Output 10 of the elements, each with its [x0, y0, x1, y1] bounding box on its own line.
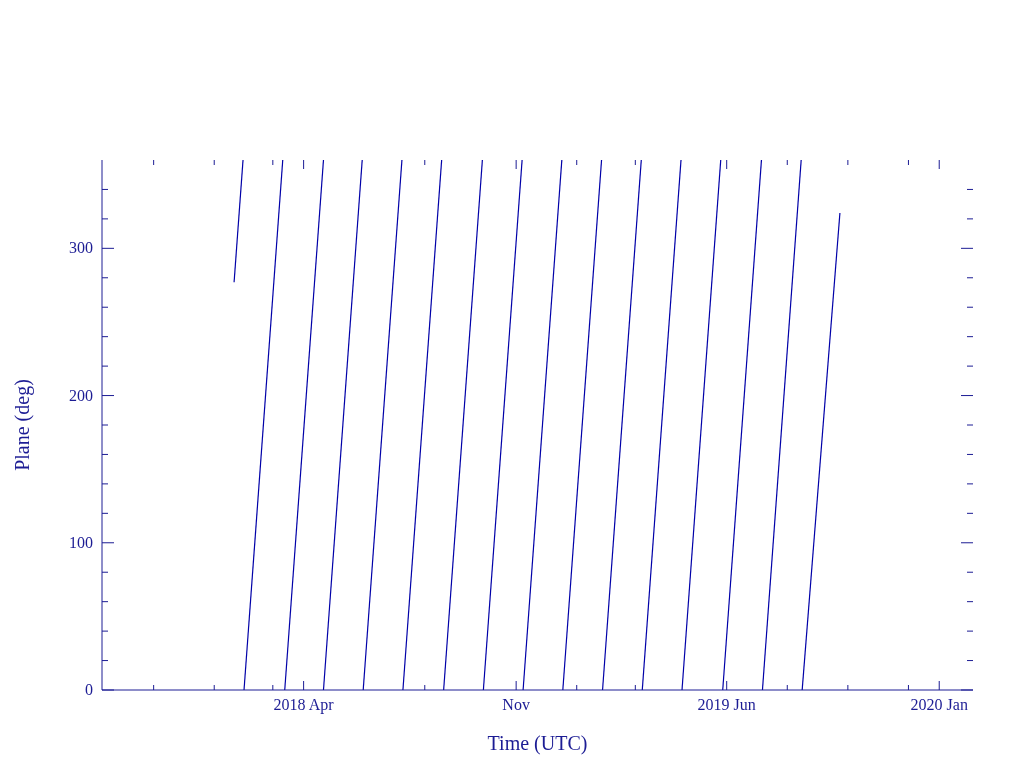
x-tick-label: 2019 Jun	[697, 696, 756, 713]
y-tick-label: 300	[69, 239, 93, 257]
y-axis-title: Plane (deg)	[11, 379, 34, 471]
y-tick-label: 100	[69, 533, 93, 551]
y-tick-label: 0	[85, 681, 93, 698]
x-tick-label: Nov	[502, 696, 530, 713]
y-tick-label: 200	[69, 386, 93, 404]
x-tick-label: 2020 Jan	[910, 696, 968, 713]
x-axis-title: Time (UTC)	[487, 732, 588, 755]
x-tick-label: 2018 Apr	[273, 696, 335, 714]
